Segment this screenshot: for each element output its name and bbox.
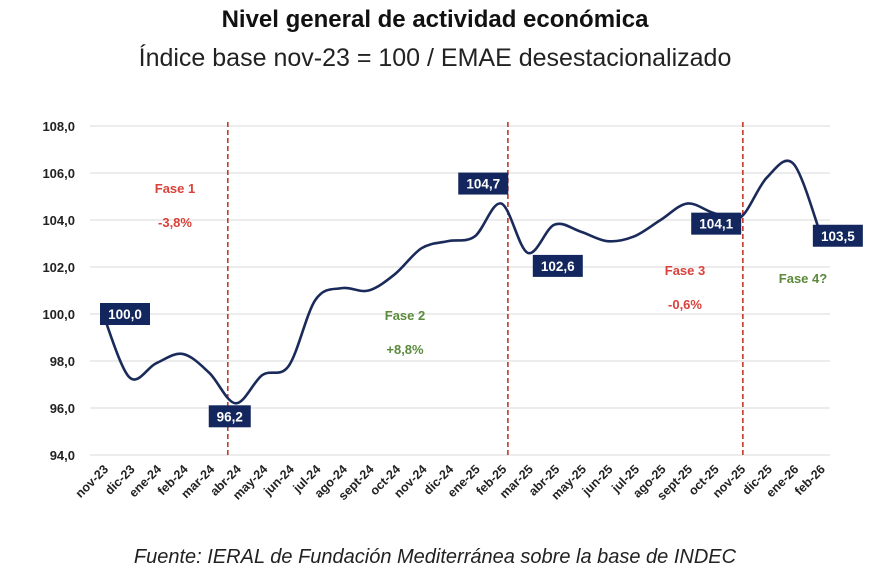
x-tick-label: feb-26 — [792, 462, 828, 498]
y-tick-label: 96,0 — [50, 401, 75, 416]
phase-name: Fase 2 — [385, 308, 425, 323]
y-tick-label: 104,0 — [42, 213, 75, 228]
y-tick-label: 100,0 — [42, 307, 75, 322]
data-label: 100,0 — [108, 307, 142, 322]
chart-subtitle: Índice base nov-23 = 100 / EMAE desestac… — [138, 44, 732, 72]
data-label-box — [691, 212, 742, 235]
phase-change: -0,6% — [668, 297, 702, 312]
phase-change: +8,8% — [386, 342, 424, 357]
data-label: 103,5 — [821, 229, 855, 244]
chart-title: Nivel general de actividad económica — [221, 6, 649, 33]
y-tick-label: 98,0 — [50, 354, 75, 369]
data-label-box — [100, 303, 150, 325]
series-line — [101, 159, 822, 405]
data-label: 96,2 — [217, 409, 243, 424]
y-tick-label: 102,0 — [42, 260, 75, 275]
data-label-box — [812, 224, 863, 247]
source-note: Fuente: IERAL de Fundación Mediterránea … — [133, 546, 737, 568]
y-tick-label: 108,0 — [42, 119, 75, 134]
y-tick-label: 106,0 — [42, 166, 75, 181]
phase-name: Fase 1 — [155, 181, 195, 196]
data-label-box — [458, 172, 509, 195]
y-tick-label: 94,0 — [50, 448, 75, 463]
phase-name: Fase 4? — [779, 271, 827, 286]
data-label: 104,1 — [699, 217, 733, 232]
line-chart: 94,0 96,0 98,0 100,0 102,0 104,0 106,0 108,0 nov… — [42, 119, 863, 503]
x-tick-label: nov-23 — [73, 462, 111, 500]
data-label: 102,6 — [541, 259, 575, 274]
data-label-box — [532, 254, 583, 277]
data-label: 104,7 — [466, 177, 500, 192]
data-label-box — [208, 405, 251, 428]
phase-change: -3,8% — [158, 215, 192, 230]
phase-name: Fase 3 — [665, 263, 705, 278]
